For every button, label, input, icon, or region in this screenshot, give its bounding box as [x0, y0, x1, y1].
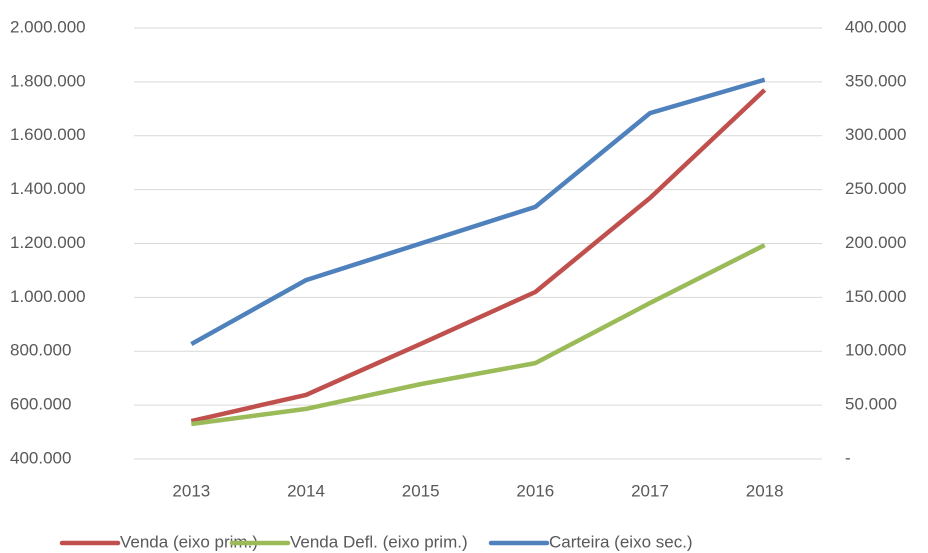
legend-label: Carteira (eixo sec.)	[549, 532, 693, 551]
x-tick-label: 2015	[402, 481, 440, 500]
x-tick-label: 2016	[516, 481, 554, 500]
x-tick-label: 2017	[631, 481, 669, 500]
y-tick-label: 1.000.000	[10, 287, 86, 306]
legend-label: Venda Defl. (eixo prim.)	[290, 532, 468, 551]
series-line	[190, 77, 766, 346]
y2-tick-label: 50.000	[845, 395, 897, 414]
y-tick-label: 400.000	[10, 448, 71, 467]
y-tick-label: 1.800.000	[10, 71, 86, 90]
y-tick-label: 600.000	[10, 395, 71, 414]
y-tick-label: 800.000	[10, 341, 71, 360]
y-tick-label: 1.400.000	[10, 179, 86, 198]
y-tick-label: 2.000.000	[10, 17, 86, 36]
y2-tick-label: 300.000	[845, 125, 906, 144]
y2-tick-label: 400.000	[845, 17, 906, 36]
y-tick-label: 1.200.000	[10, 233, 86, 252]
y2-tick-label: 250.000	[845, 179, 906, 198]
legend-label: Venda (eixo prim.)	[120, 532, 258, 551]
y2-tick-label: 350.000	[845, 71, 906, 90]
y2-tick-label: -	[845, 448, 851, 467]
y2-tick-label: 150.000	[845, 287, 906, 306]
x-tick-label: 2013	[172, 481, 210, 500]
y-tick-label: 1.600.000	[10, 125, 86, 144]
x-tick-label: 2014	[287, 481, 325, 500]
y2-tick-label: 100.000	[845, 341, 906, 360]
y2-tick-label: 200.000	[845, 233, 906, 252]
series-line	[191, 243, 766, 427]
series-line	[190, 88, 767, 424]
x-tick-label: 2018	[746, 481, 784, 500]
